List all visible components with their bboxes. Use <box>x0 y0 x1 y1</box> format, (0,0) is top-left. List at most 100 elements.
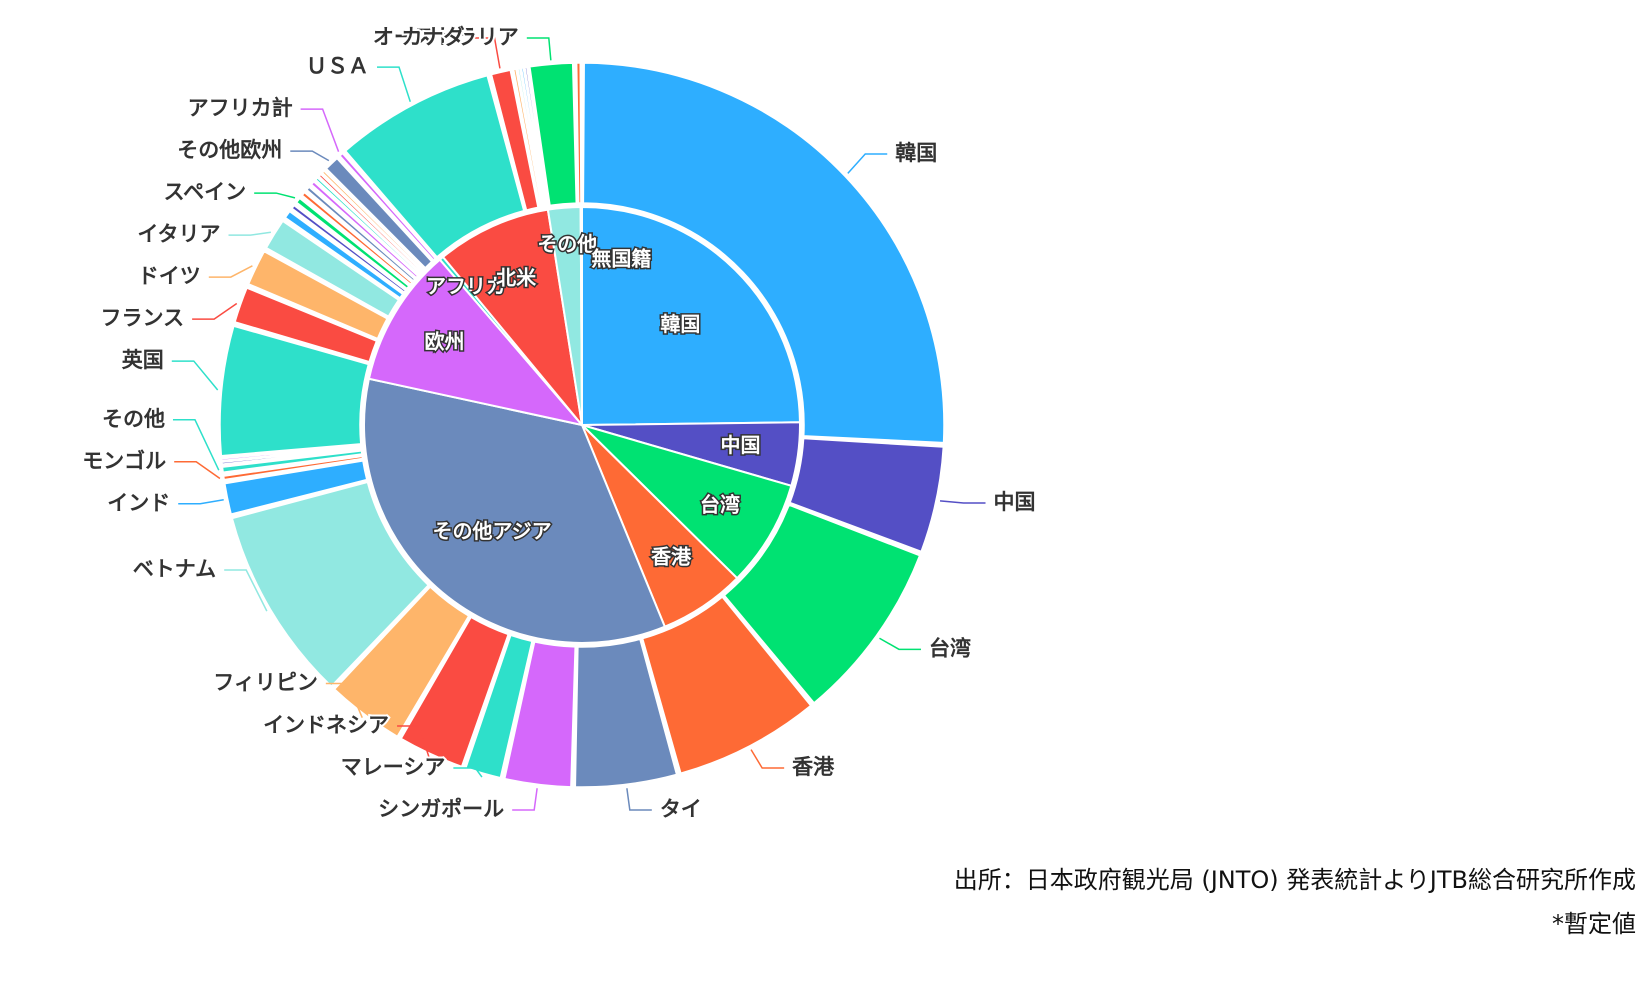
inner-slice-無国籍-9[interactable] <box>579 205 583 426</box>
inner-label-台湾-2: 台湾 <box>700 493 740 517</box>
outer-slice-unlabeled-19[interactable] <box>284 210 404 299</box>
inner-label-その他-8: その他 <box>537 232 597 256</box>
outer-slice-unlabeled-22[interactable] <box>301 191 413 285</box>
inner-slice-欧州-5[interactable] <box>367 258 585 427</box>
label-connectors <box>171 37 986 811</box>
connector-その他欧州-28 <box>290 150 330 162</box>
outer-slice-香港-3[interactable] <box>641 596 812 775</box>
outer-label-英国-15: 英国 <box>122 348 164 372</box>
outer-slice-unlabeled-32[interactable] <box>512 68 543 208</box>
outer-slice-ベトナム-9[interactable] <box>231 481 430 687</box>
outer-slice-モンゴル-11[interactable] <box>222 455 364 481</box>
outer-label-フランス-16: フランス <box>101 306 185 330</box>
connector-アフリカ計-29 <box>300 108 340 152</box>
outer-slice-スペイン-21[interactable] <box>295 197 410 290</box>
connector-英国-15 <box>171 360 219 391</box>
outer-slice-オーストラリア-36[interactable] <box>529 62 578 207</box>
inner-label-その他アジア-4: その他アジア <box>432 519 551 543</box>
outer-label-オーストラリア-36: オーストラリア <box>373 25 519 49</box>
outer-slice-インド-10[interactable] <box>224 460 368 515</box>
connector-イタリア-18 <box>228 231 271 236</box>
outer-slice-unlabeled-33[interactable] <box>517 67 545 208</box>
inner-slice-台湾-2[interactable] <box>581 424 793 580</box>
source-note: 出所：日本政府観光局 (JNTO) 発表統計よりJTB総合研究所作成 <box>953 866 1636 894</box>
outer-slice-台湾-2[interactable] <box>723 504 921 704</box>
outer-label-韓国-0: 韓国 <box>895 141 937 165</box>
inner-label-北米-7: 北米 <box>496 266 537 290</box>
outer-slice-unlabeled-26[interactable] <box>318 173 423 274</box>
connector-カナダ-31 <box>472 37 501 69</box>
inner-label-中国-1: 中国 <box>721 433 761 457</box>
outer-slice-その他欧州-28[interactable] <box>325 157 433 269</box>
inner-slice-その他アジア-4[interactable] <box>363 377 667 644</box>
connector-オーストラリア-36 <box>526 37 552 61</box>
outer-label-ドイツ-17: ドイツ <box>138 264 201 288</box>
connector-香港-3 <box>750 749 785 769</box>
outer-slice-中国-1[interactable] <box>789 437 945 553</box>
outer-slice-英国-15[interactable] <box>219 325 370 457</box>
outer-label-アフリカ計-29: アフリカ計 <box>188 96 293 120</box>
connector-タイ-4 <box>626 788 652 811</box>
outer-label-インド-10: インド <box>107 491 170 515</box>
outer-slice-アフリカ計-29[interactable] <box>339 152 436 261</box>
outer-label-イタリア-18: イタリア <box>137 222 220 246</box>
outer-slice-フランス-16[interactable] <box>234 287 378 363</box>
connector-ＵＳＡ-30 <box>377 66 411 103</box>
outer-slice-unlabeled-27[interactable] <box>321 170 425 272</box>
outer-slice-unlabeled-35[interactable] <box>524 66 549 207</box>
outer-slice-フィリピン-8[interactable] <box>333 586 470 738</box>
inner-ring <box>363 205 801 644</box>
outer-slice-unlabeled-14[interactable] <box>220 444 362 462</box>
outer-slice-unlabeled-34[interactable] <box>520 67 547 207</box>
outer-label-ＵＳＡ-30: ＵＳＡ <box>306 54 369 78</box>
inner-slice-北米-7[interactable] <box>441 208 584 429</box>
outer-slice-その他-12[interactable] <box>221 450 363 473</box>
outer-slice-unlabeled-13[interactable] <box>221 447 363 465</box>
connector-インド-10 <box>178 499 224 505</box>
inner-label-無国籍-9: 無国籍 <box>591 247 651 271</box>
connector-シンガポール-5 <box>512 788 538 811</box>
connector-韓国-0 <box>847 153 888 174</box>
outer-slice-インドネシア-7[interactable] <box>400 616 509 768</box>
outer-label-台湾-2: 台湾 <box>929 636 971 660</box>
connector-その他-12 <box>172 419 220 471</box>
outer-slice-シンガポール-5[interactable] <box>503 641 576 788</box>
inner-slice-韓国-0[interactable] <box>581 205 801 427</box>
connector-マレーシア-6 <box>453 767 483 778</box>
outer-label-タイ-4: タイ <box>660 797 702 821</box>
outer-label-インドネシア-7: インドネシア <box>263 713 389 737</box>
inner-label-韓国-0: 韓国 <box>660 312 700 336</box>
outer-label-香港-3: 香港 <box>792 755 835 779</box>
connector-フィリピン-8 <box>325 682 363 718</box>
inner-label-香港-3: 香港 <box>651 544 692 568</box>
outer-label-マレーシア-6: マレーシア <box>341 755 446 779</box>
outer-ring-labels: 韓国中国台湾香港タイオーストラリアカナダＵＳＡアフリカ計その他欧州スペインイタリ… <box>80 23 1037 823</box>
connector-台湾-2 <box>879 637 921 651</box>
outer-slice-unlabeled-37[interactable] <box>575 62 582 204</box>
outer-label-モンゴル-11: モンゴル <box>82 449 166 473</box>
outer-slice-unlabeled-20[interactable] <box>291 204 407 293</box>
outer-slice-韓国-0[interactable] <box>582 62 945 444</box>
outer-slice-カナダ-31[interactable] <box>490 69 539 211</box>
connector-フランス-16 <box>192 302 238 320</box>
outer-slice-unlabeled-23[interactable] <box>306 186 416 282</box>
outer-label-その他-12: その他 <box>102 407 165 431</box>
connector-ベトナム-9 <box>224 569 268 612</box>
outer-slice-ドイツ-17[interactable] <box>247 250 388 340</box>
inner-label-欧州-5: 欧州 <box>425 330 465 354</box>
outer-slice-ＵＳＡ-30[interactable] <box>344 74 525 258</box>
outer-slice-unlabeled-24[interactable] <box>310 181 419 279</box>
outer-label-シンガポール-5: シンガポール <box>378 797 504 821</box>
outer-label-その他欧州-28: その他欧州 <box>177 138 282 162</box>
outer-slice-マレーシア-6[interactable] <box>465 634 533 779</box>
outer-label-ベトナム-9: ベトナム <box>133 557 216 581</box>
outer-slice-unlabeled-25[interactable] <box>315 177 421 276</box>
connector-インドネシア-7 <box>397 725 430 758</box>
outer-label-フィリピン-8: フィリピン <box>213 671 318 695</box>
outer-slice-タイ-4[interactable] <box>574 638 678 788</box>
outer-ring <box>219 62 945 788</box>
outer-slice-イタリア-18[interactable] <box>265 220 400 318</box>
connector-モンゴル-11 <box>174 461 221 480</box>
connector-中国-1 <box>939 500 986 504</box>
